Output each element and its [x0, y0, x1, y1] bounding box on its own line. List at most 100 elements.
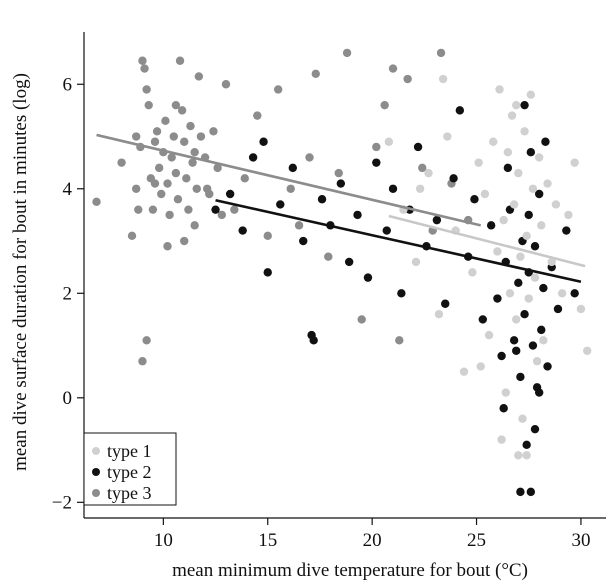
point-type-1 [434, 309, 444, 319]
point-type-2 [534, 189, 544, 199]
point-type-2 [493, 294, 502, 303]
point-type-2 [441, 299, 450, 308]
point-type-3 [150, 137, 160, 146]
point-type-2 [372, 158, 381, 167]
point-type-2 [526, 147, 536, 157]
point-type-3 [342, 48, 352, 58]
point-type-2 [570, 289, 579, 298]
point-type-2 [514, 278, 523, 288]
point-type-1 [507, 111, 517, 120]
point-type-1 [522, 231, 531, 241]
point-type-1 [503, 147, 513, 157]
point-type-1 [547, 257, 556, 267]
point-type-3 [127, 231, 137, 241]
point-type-2 [353, 210, 362, 220]
x-tick-label: 25 [467, 530, 486, 551]
point-type-1 [512, 315, 521, 324]
point-type-1 [576, 304, 586, 314]
point-type-1 [505, 289, 515, 298]
legend-marker-type-2 [92, 468, 100, 476]
y-tick-label: 2 [63, 283, 73, 304]
point-type-1 [489, 137, 498, 146]
point-type-3 [186, 121, 195, 131]
legend-label-type-1: type 1 [107, 441, 152, 461]
point-type-3 [240, 174, 249, 183]
point-type-3 [182, 174, 191, 183]
point-type-3 [334, 168, 343, 178]
point-type-1 [539, 336, 548, 345]
point-type-2 [537, 325, 546, 335]
point-type-1 [514, 168, 523, 178]
point-type-3 [213, 163, 222, 173]
point-type-3 [221, 80, 231, 89]
point-type-1 [493, 247, 502, 256]
point-type-1 [543, 179, 552, 188]
point-type-3 [142, 336, 151, 345]
point-type-1 [499, 215, 508, 225]
point-type-1 [484, 330, 494, 340]
point-type-3 [167, 153, 176, 162]
point-type-1 [443, 132, 452, 141]
point-type-3 [395, 336, 404, 345]
legend: type 1 type 2 type 3 [83, 432, 177, 506]
point-type-3 [372, 142, 381, 152]
point-type-1 [557, 289, 567, 298]
point-type-1 [424, 168, 433, 178]
point-type-2 [299, 236, 308, 246]
point-type-3 [165, 210, 174, 220]
point-type-2 [248, 153, 258, 162]
point-type-1 [474, 158, 483, 167]
point-type-2 [516, 487, 525, 497]
point-type-1 [438, 74, 448, 84]
point-type-3 [188, 158, 197, 167]
legend-marker-type-3 [92, 489, 100, 497]
point-type-3 [184, 205, 193, 214]
point-type-2 [520, 309, 529, 319]
x-tick-label: 20 [363, 530, 382, 551]
y-tick-label: 0 [63, 388, 73, 409]
point-type-1 [514, 451, 523, 460]
point-type-3 [154, 163, 164, 173]
point-type-3 [138, 56, 147, 65]
point-type-3 [357, 315, 366, 324]
point-type-3 [202, 184, 212, 193]
point-type-1 [501, 388, 510, 397]
point-type-1 [526, 90, 536, 99]
legend-label-type-2: type 2 [107, 462, 152, 482]
point-type-2 [263, 268, 272, 277]
point-type-3 [152, 127, 162, 136]
point-type-3 [311, 69, 320, 79]
point-type-2 [478, 315, 488, 324]
point-type-1 [537, 221, 546, 230]
point-type-3 [163, 242, 172, 251]
regression-lines [96, 133, 586, 284]
point-type-1 [570, 158, 579, 167]
point-type-2 [520, 100, 529, 110]
point-type-1 [528, 184, 538, 193]
point-type-1 [520, 127, 529, 136]
point-type-2 [528, 341, 538, 350]
point-type-1 [530, 273, 540, 282]
point-type-3 [380, 100, 389, 110]
point-type-2 [388, 184, 398, 193]
legend-label-type-3: type 3 [107, 483, 152, 503]
point-type-3 [180, 137, 189, 146]
point-type-3 [209, 127, 218, 136]
x-axis-title: mean minimum dive temperature for bout (… [172, 560, 528, 581]
y-tick-label: 6 [63, 74, 73, 95]
point-type-2 [541, 137, 550, 146]
fit-line-type-2 [215, 199, 582, 284]
point-type-3 [140, 64, 149, 73]
point-type-3 [134, 205, 143, 214]
point-type-1 [459, 367, 469, 376]
point-type-3 [132, 132, 141, 141]
point-type-3 [388, 64, 398, 73]
point-type-3 [171, 168, 181, 178]
point-type-2 [539, 283, 548, 293]
point-type-1 [497, 435, 506, 444]
point-type-1 [512, 100, 521, 110]
point-type-2 [225, 189, 235, 199]
point-type-3 [192, 184, 201, 193]
point-type-1 [415, 184, 425, 193]
